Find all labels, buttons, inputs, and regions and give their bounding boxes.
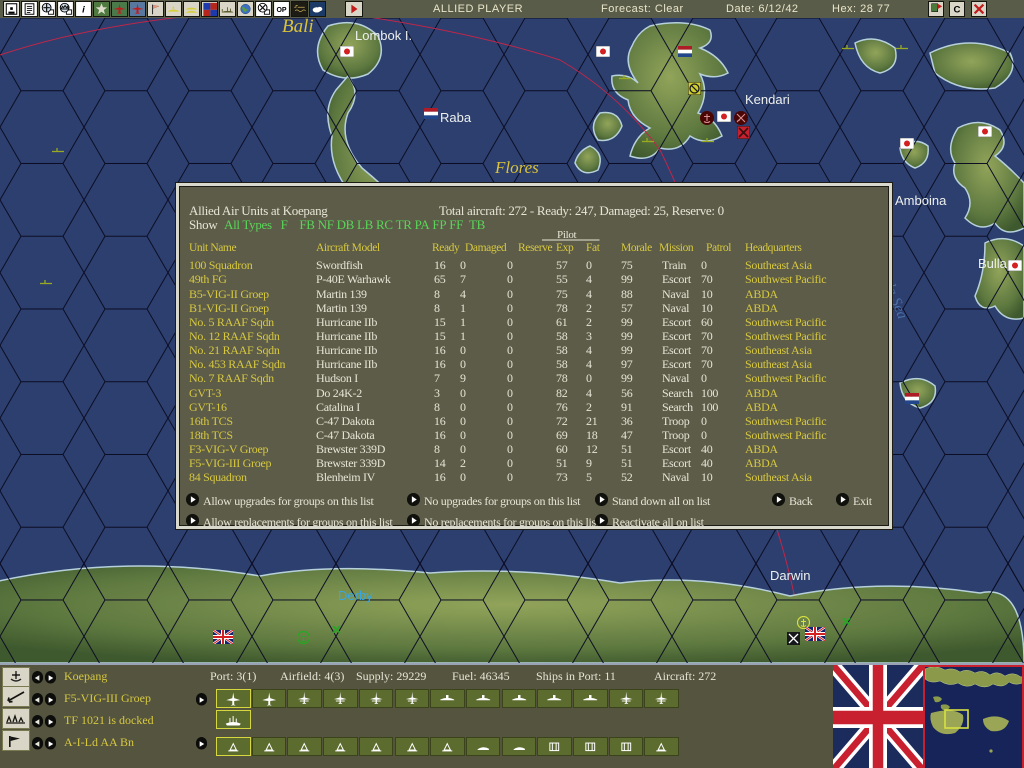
svg-text:OP: OP: [276, 7, 286, 14]
svg-text:i: i: [82, 5, 85, 16]
svg-text:C: C: [954, 5, 961, 16]
